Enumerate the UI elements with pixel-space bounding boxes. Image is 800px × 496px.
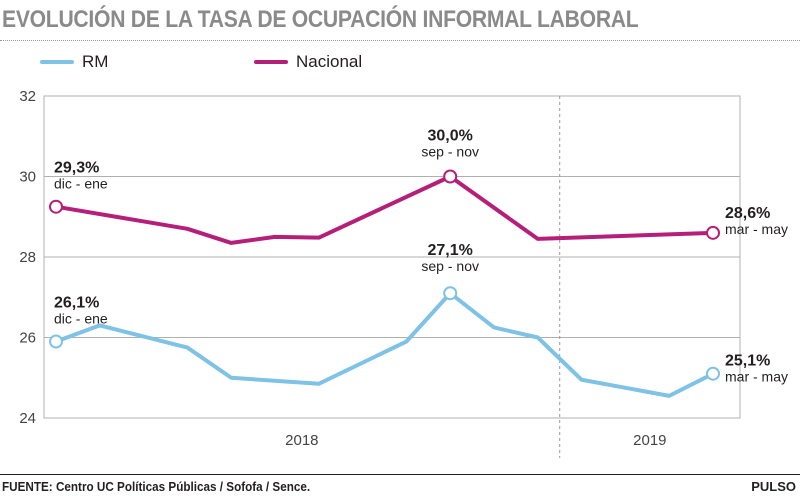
annotation-period: sep - nov [421, 258, 479, 274]
y-tick-label: 32 [19, 88, 36, 105]
legend-item-nacional: Nacional [254, 52, 362, 72]
annotation-period: mar - may [725, 221, 788, 237]
annotation-period: dic - ene [54, 311, 108, 327]
data-point-rm [706, 366, 720, 381]
chart-title: EVOLUCIÓN DE LA TASA DE OCUPACIÓN INFORM… [2, 6, 639, 33]
y-tick-label: 26 [19, 330, 36, 347]
data-point-nacional [443, 169, 458, 184]
data-point-nacional [49, 199, 63, 214]
annotation-value: 29,3% [54, 160, 99, 177]
series-line-nacional [54, 174, 715, 245]
legend-label-rm: RM [82, 52, 109, 71]
y-tick-label: 30 [19, 169, 36, 186]
source-note: FUENTE: Centro UC Políticas Públicas / S… [2, 479, 311, 494]
annotation-value: 25,1% [725, 353, 770, 370]
annotation-period: dic - ene [54, 176, 108, 192]
annotation-value: 27,1% [428, 242, 473, 259]
annotation-value: 30,0% [428, 128, 473, 145]
footer-divider [0, 474, 800, 475]
data-point-nacional [706, 225, 720, 240]
annotation-value: 26,1% [54, 295, 99, 312]
legend-swatch-rm [40, 60, 74, 64]
y-tick-label: 28 [19, 249, 36, 266]
annotation-period: mar - may [725, 369, 788, 385]
brand-label: PULSO [751, 479, 796, 494]
series-line-rm [54, 291, 715, 398]
x-group-label-2019: 2019 [633, 432, 666, 449]
data-point-rm [49, 334, 63, 349]
legend-label-nacional: Nacional [296, 52, 363, 71]
y-tick-label: 24 [19, 410, 36, 427]
title-divider [0, 40, 800, 41]
legend-item-rm: RM [40, 52, 108, 72]
legend-swatch-nacional [254, 60, 288, 64]
data-point-rm [443, 286, 458, 301]
x-group-label-2018: 2018 [285, 432, 318, 449]
annotation-value: 28,6% [725, 205, 770, 222]
annotation-period: sep - nov [421, 144, 479, 160]
